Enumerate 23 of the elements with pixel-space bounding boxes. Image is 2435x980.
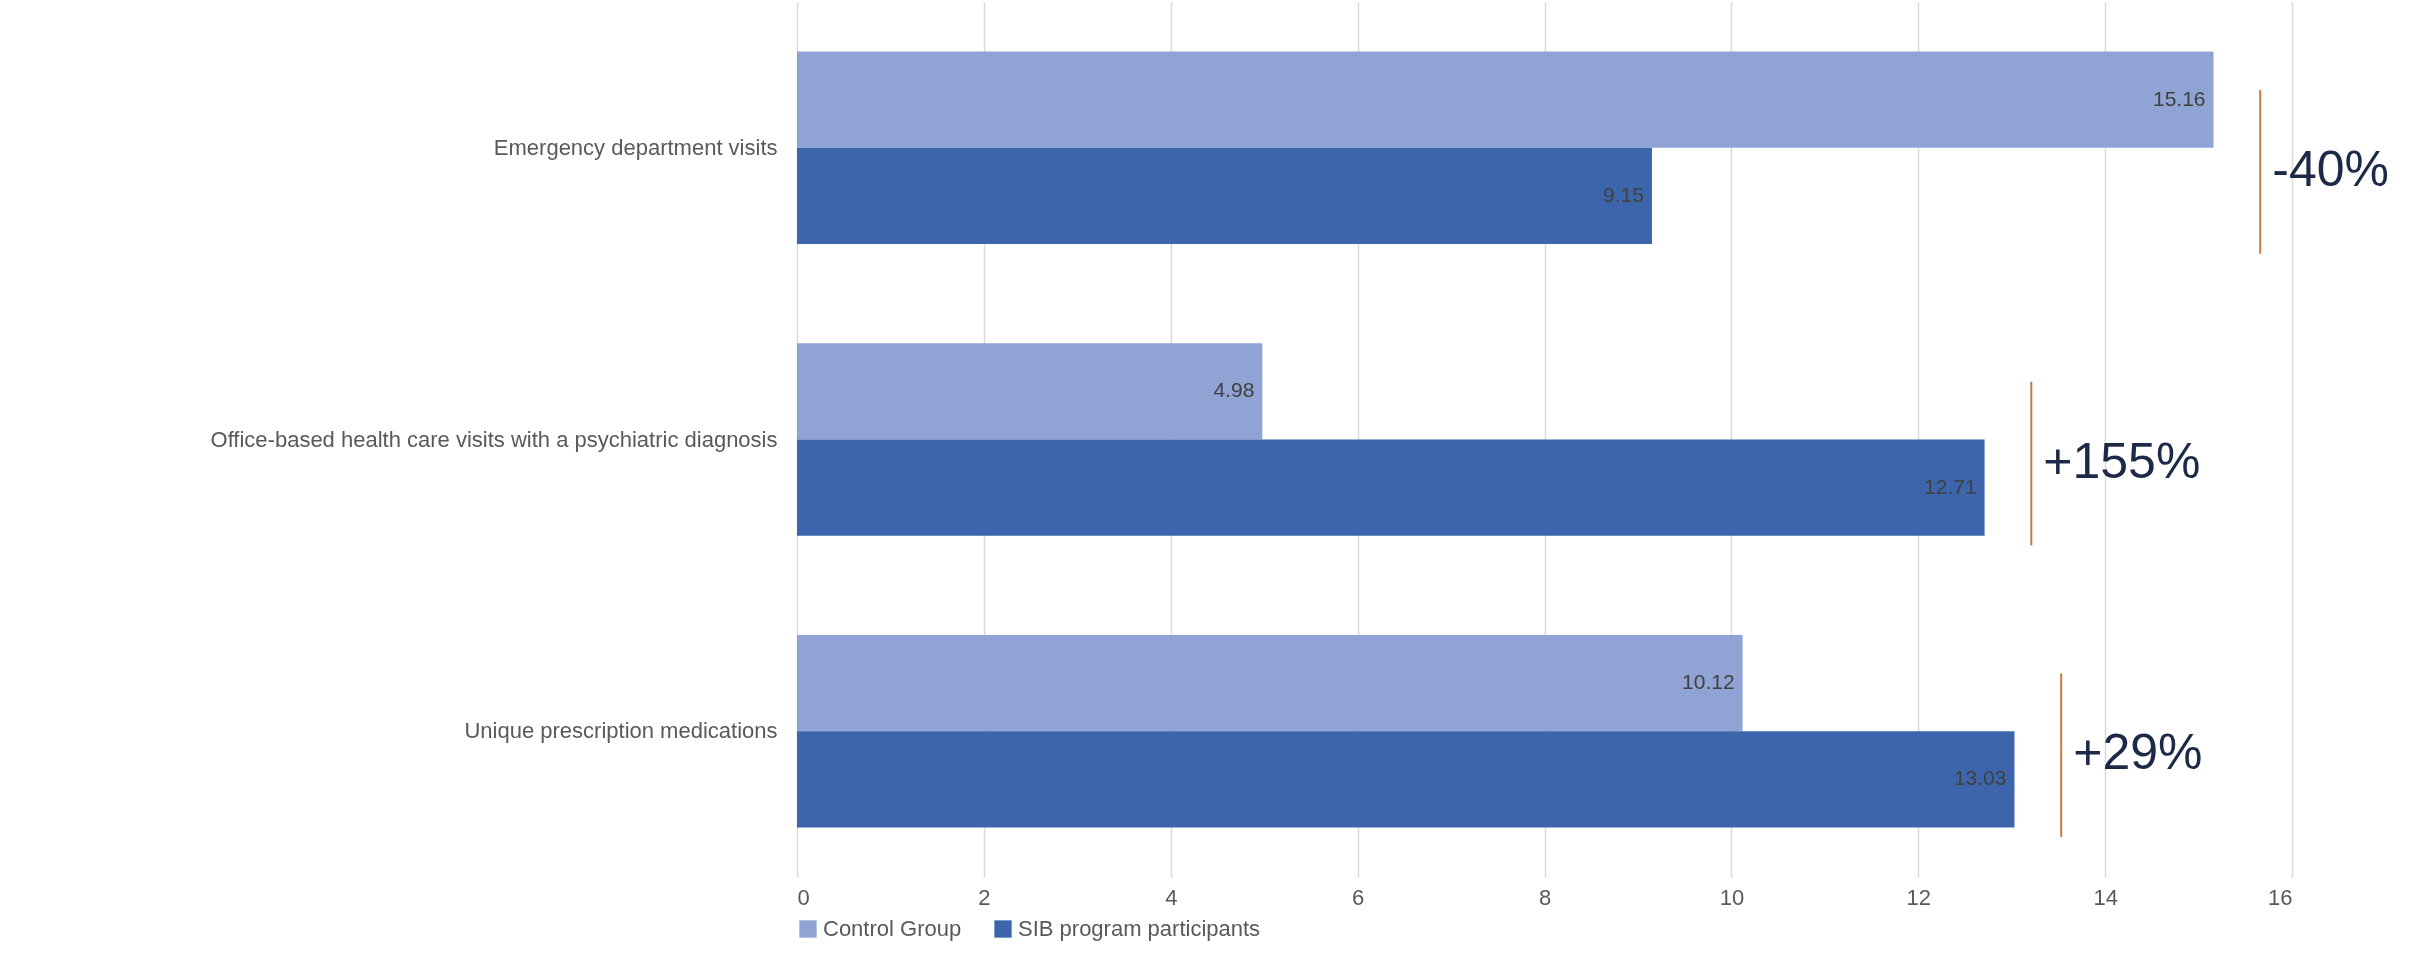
data-label: 15.16	[2152, 86, 2206, 110]
x-tick-label: 8	[1538, 884, 1552, 910]
legend-label: SIB program participants	[1018, 916, 1261, 941]
annotation: +155%	[2043, 432, 2201, 489]
x-tick-label: 0	[797, 884, 810, 910]
data-label: 12.71	[1924, 474, 1977, 498]
annotation: -40%	[2272, 140, 2389, 197]
x-tick-label: 14	[2093, 884, 2118, 910]
data-label: 13.03	[1953, 766, 2007, 790]
legend-label: Control Group	[823, 916, 962, 941]
x-tick-label: 12	[1906, 884, 1931, 910]
y-tick-label: Unique prescription medications	[464, 718, 778, 744]
x-tick-label: 10	[1719, 884, 1745, 910]
x-tick-label: 2	[978, 884, 991, 910]
data-label: 10.12	[1682, 670, 1735, 694]
y-tick-label: Office-based health care visits with a psychiatric diagnosis	[210, 426, 778, 452]
x-tick-label: 16	[2268, 884, 2293, 910]
data-label: 9.15	[1603, 182, 1644, 206]
y-tick-label: Emergency department visits	[493, 134, 778, 160]
data-label: 4.98	[1213, 378, 1255, 402]
annotation: +29%	[2073, 724, 2203, 781]
x-tick-label: 6	[1352, 884, 1365, 910]
x-tick-label: 4	[1165, 884, 1178, 910]
